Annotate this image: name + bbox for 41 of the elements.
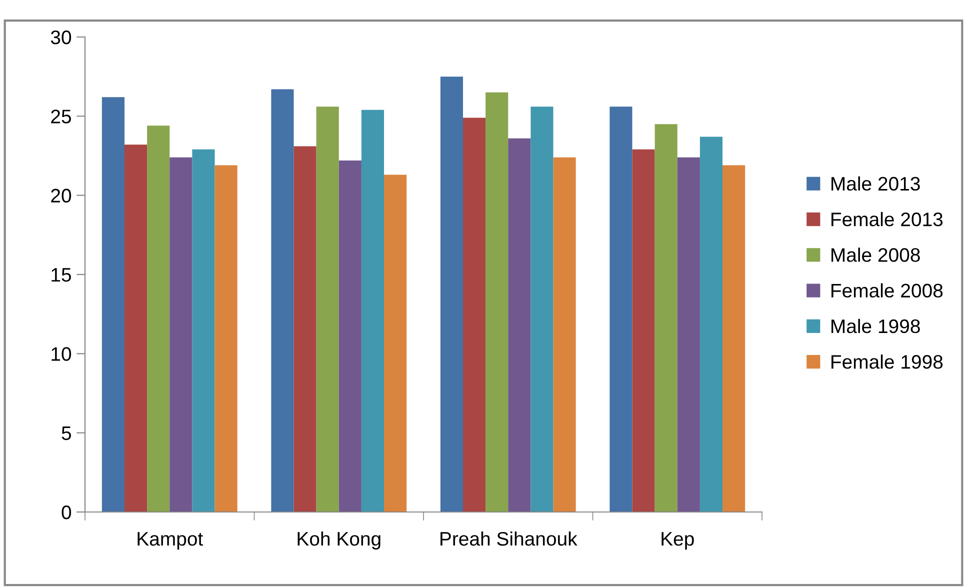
legend-label: Female 2008	[832, 283, 943, 298]
y-tick-label: 0	[62, 505, 72, 520]
bar	[722, 165, 746, 512]
bar	[102, 97, 124, 512]
y-tick-label: 10	[52, 347, 72, 361]
bar	[654, 124, 678, 512]
x-tick-label: Koh Kong	[298, 531, 380, 550]
legend-label: Female 2013	[832, 212, 943, 226]
legend-label: Male 1998	[832, 318, 920, 334]
x-tick-label: Kampot	[138, 532, 203, 550]
y-tick-label: 5	[62, 426, 71, 440]
bar	[610, 106, 632, 512]
bar	[271, 89, 294, 512]
bar	[440, 76, 463, 512]
bar	[508, 138, 531, 512]
y-tick-label: 15	[52, 268, 71, 282]
bar	[338, 160, 362, 512]
bar	[361, 110, 384, 512]
bar	[632, 149, 655, 512]
legend-label: Male 2013	[832, 176, 920, 191]
bar	[462, 118, 486, 512]
y-tick-label: 30	[50, 30, 72, 44]
bar	[147, 126, 170, 512]
legend-label: Female 1998	[832, 354, 943, 369]
bar	[700, 136, 723, 512]
bar	[384, 174, 407, 512]
y-tick-label: 25	[51, 110, 71, 124]
bar	[530, 106, 554, 512]
x-tick-label: Preah Sihanouk	[440, 531, 578, 546]
x-tick-label: Kep	[662, 532, 694, 550]
bar	[294, 146, 316, 512]
bar	[192, 149, 215, 512]
y-tick-label: 20	[51, 188, 72, 203]
bar	[677, 157, 700, 512]
bar	[486, 92, 508, 512]
bar	[553, 157, 576, 512]
bar	[124, 144, 148, 512]
legend-label: Male 2008	[832, 248, 920, 262]
bar	[170, 157, 192, 512]
bar	[214, 165, 238, 512]
bar	[316, 106, 339, 512]
